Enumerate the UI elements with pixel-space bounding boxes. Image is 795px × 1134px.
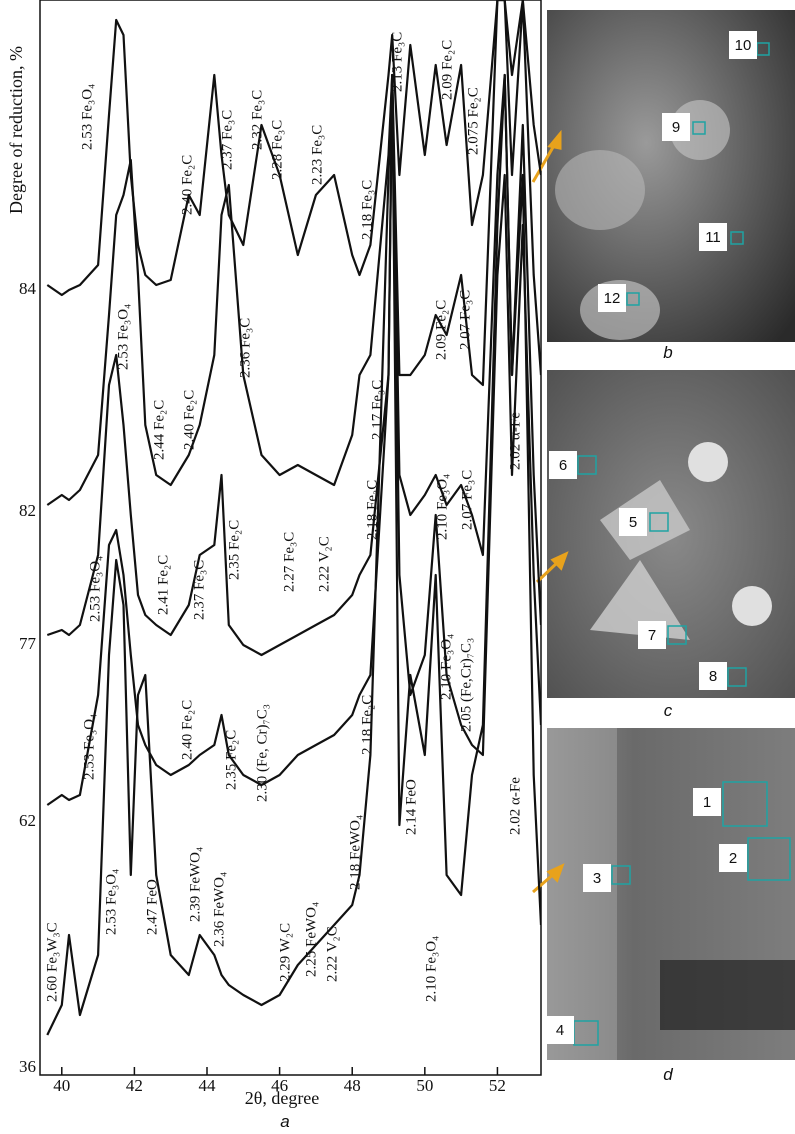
sphere [688,442,728,482]
panel-letter: b [663,343,672,362]
peak-label: 2.36 FeWO₄ [211,872,227,947]
peak-label: 2.35 Fe₂C [223,730,239,790]
peak-label: 2.39 FeWO₄ [187,847,203,922]
region-label: 10 [735,37,752,54]
region-label: 12 [604,290,621,307]
y-axis-label: Degree of reduction, % [6,46,26,214]
peak-label: 2.40 Fe₂C [179,700,195,760]
x-tick-label: 52 [489,1076,506,1095]
peak-label: 2.18 Fe₂C [364,480,380,540]
region-label: 2 [729,850,737,867]
x-tick-label: 48 [344,1076,361,1095]
peak-label: 2.07 Fe₃C [457,290,473,350]
peak-label: 2.36 Fe₃C [237,318,253,378]
peak-label: 2.07 Fe₃C [459,470,475,530]
region-label: 11 [705,229,721,246]
peak-label: 2.35 Fe₂C [226,520,242,580]
cavity [660,960,795,1030]
peak-label: 2.18 Fe₃C [359,180,375,240]
peak-label: 2.09 Fe₂C [433,300,449,360]
peak-label: 2.17 Fe₃C [369,380,385,440]
peak-label: 2.41 Fe₂C [155,555,171,615]
region-label: 6 [559,457,567,474]
peak-label: 2.32 Fe₃C [249,90,265,150]
x-tick-label: 46 [271,1076,288,1095]
region-label: 9 [672,119,680,136]
peak-label: 2.53 Fe₃O₄ [115,304,131,370]
x-tick-label: 40 [53,1076,70,1095]
x-tick-label: 42 [126,1076,143,1095]
peak-label: 2.37 Fe₃C [219,110,235,170]
region-label: 5 [629,514,637,531]
curve-label: 77 [19,634,37,653]
particle [555,150,645,230]
region-label: 1 [703,794,711,811]
region-label: 4 [556,1022,564,1039]
peak-label: 2.27 Fe₃C [281,532,297,592]
peak-label: 2.10 Fe₃O₄ [438,634,454,700]
micrographs [533,10,795,1060]
peak-label: 2.23 Fe₃C [309,125,325,185]
peak-label: 2.29 W₂C [277,923,293,982]
peak-label: 2.02 α-Fe [507,777,523,835]
peak-label: 2.40 Fe₂C [181,390,197,450]
x-tick-label: 44 [199,1076,217,1095]
peak-label: 2.09 Fe₂C [439,40,455,100]
region-label: 8 [709,668,717,685]
peak-label: 2.14 FeO [403,779,419,835]
panel-letter: c [664,701,673,720]
page: {"chart_data":{"type":"line","y_label":"… [0,0,795,1134]
peak-label: 2.10 Fe₃O₄ [423,936,439,1002]
peak-label: 2.18 FeWO₄ [347,815,363,890]
rough-region [547,728,617,1060]
peak-label: 2.28 Fe₃C [269,120,285,180]
peak-label: 2.22 V₂C [316,536,332,592]
peak-label: 2.25 FeWO₄ [303,902,319,977]
peak-label: 2.60 Fe₃W₃C [44,922,60,1002]
xrd-curve [47,0,541,505]
peak-label: 2.47 FeO [144,879,160,935]
curve-label: 82 [19,501,36,520]
peak-label: 2.53 Fe₃O₄ [79,84,95,150]
curve-label: 36 [19,1057,36,1076]
figure: Degree of reduction, % 2θ, degree a b c … [0,0,795,1129]
sphere [732,586,772,626]
peak-label: 2.30 (Fe, Cr)₇C₃ [254,704,270,802]
panel-letter: a [280,1112,289,1129]
peak-label: 2.13 Fe₃C [389,32,405,92]
peak-label: 2.40 Fe₂C [179,155,195,215]
peak-label: 2.02 α-Fe [507,412,523,470]
peak-label: 2.37 Fe₃C [191,560,207,620]
peak-label: 2.22 V₂C [324,926,340,982]
curve-label: 62 [19,811,36,830]
peak-label: 2.10 Fe₃O₄ [434,474,450,540]
peak-label: 2.18 Fe₂C [359,695,375,755]
peak-label: 2.05 (Fe,Cr)₇C₃ [458,638,474,732]
panel-letter: d [663,1065,673,1084]
peak-label: 2.44 Fe₂C [151,400,167,460]
peak-label: 2.53 Fe₃O₄ [81,714,97,780]
peak-label: 2.53 Fe₃O₄ [87,556,103,622]
region-label: 7 [648,627,656,644]
x-tick-label: 50 [416,1076,433,1095]
region-label: 3 [593,870,601,887]
peak-label: 2.53 Fe₃O₄ [103,869,119,935]
peak-label: 2.075 Fe₂C [465,87,481,155]
curve-label: 84 [19,279,37,298]
